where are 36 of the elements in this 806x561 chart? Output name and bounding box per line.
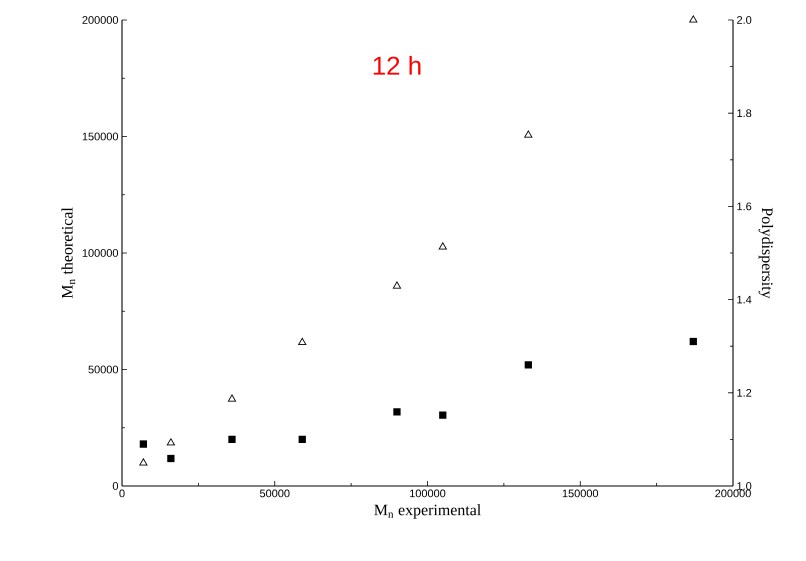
point [690,338,697,346]
y2-axis-title: Polydispersity [758,208,774,299]
point [167,454,175,462]
y2-tick-label: 1.8 [737,109,752,118]
x-tick-label: 0 [119,490,125,498]
y-tick-label: 50000 [88,366,118,374]
point [298,338,306,346]
point [438,242,447,250]
point [524,130,532,138]
point [140,440,148,448]
point [298,436,306,444]
point [228,436,236,444]
y2-tick-label: 1.4 [737,296,752,304]
point [524,361,532,368]
x-tick-label: 100000 [410,490,446,498]
y2-tick-label: 1.2 [737,388,752,397]
point [689,15,698,23]
text: 12 h [374,56,420,75]
y2-tick-label: 1.6 [737,202,752,210]
point [393,408,401,416]
x-tick-label: 200000 [715,490,751,498]
y-tick-label: 100000 [82,249,118,257]
y2-tick-label: 2.0 [737,16,752,24]
y-tick-label: 200000 [82,16,118,24]
x-axis-title: M$_{n}$ experimental [374,504,481,519]
y-axis-title: M$_{n}$ theoretical [61,208,76,298]
point [139,458,148,466]
x-tick-label: 150000 [562,490,598,498]
y-tick-label: 0 [112,482,118,490]
x-tick-label: 50000 [260,490,290,498]
y-tick-label: 150000 [82,132,118,140]
point [166,438,175,446]
y2-tick-label: 1.0 [737,482,752,490]
point [392,281,402,289]
point [439,412,446,419]
point [228,394,236,402]
